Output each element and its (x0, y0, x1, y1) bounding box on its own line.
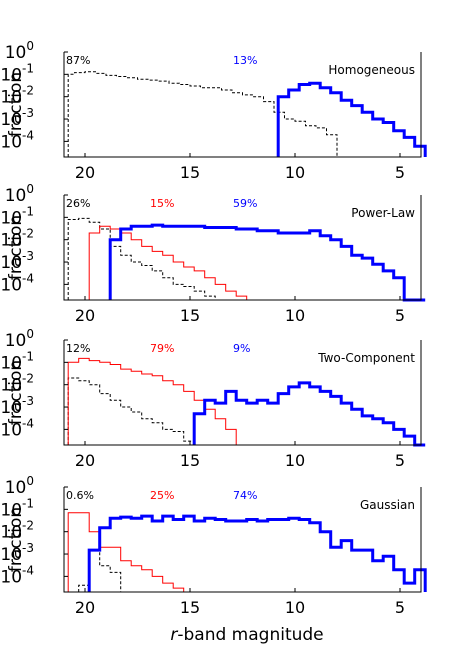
y-axis-label: fraction (6, 72, 26, 137)
y-tick-label: 10-1 (0, 204, 34, 228)
x-tick-label: 10 (285, 163, 305, 182)
fraction-annotation: 9% (233, 342, 250, 355)
x-tick-label: 15 (180, 163, 200, 182)
series-1-line (67, 71, 338, 157)
fraction-annotation: 12% (66, 342, 90, 355)
x-tick-label: 5 (395, 598, 405, 617)
fraction-annotation: 59% (233, 197, 257, 210)
series-2-line (276, 81, 427, 157)
fraction-annotation: 87% (66, 54, 90, 67)
fraction-annotation: 26% (66, 197, 90, 210)
series-2-line (88, 225, 248, 300)
x-tick-label: 20 (75, 306, 95, 325)
x-tick-label: 20 (75, 451, 95, 470)
y-tick-label: 10-1 (0, 61, 34, 85)
y-tick-label: 10-2 (0, 372, 34, 396)
x-tick-label: 10 (285, 306, 305, 325)
fraction-annotation: 13% (233, 54, 257, 67)
x-tick-label: 20 (75, 163, 95, 182)
y-tick-label: 10-2 (0, 227, 34, 251)
y-axis-label: fraction (6, 507, 26, 572)
fraction-annotation: 74% (233, 489, 257, 502)
y-tick-label: 10-1 (0, 349, 34, 373)
y-tick-label: 100 (5, 182, 34, 206)
y-tick-label: 100 (5, 327, 34, 351)
y-tick-label: 10-4 (0, 271, 34, 295)
y-tick-label: 10-1 (0, 496, 34, 520)
x-tick-label: 5 (395, 306, 405, 325)
x-tick-label: 5 (395, 163, 405, 182)
y-tick-label: 10-3 (0, 106, 34, 130)
series-1-line (67, 217, 216, 300)
series-1-line (78, 549, 122, 592)
axes-frame (63, 195, 422, 301)
y-axis-label: fraction (6, 360, 26, 425)
fraction-annotation: 25% (150, 489, 174, 502)
y-tick-label: 10-4 (0, 128, 34, 152)
y-tick-label: 10-3 (0, 249, 34, 273)
axes-frame (63, 340, 422, 446)
y-tick-label: 10-2 (0, 84, 34, 108)
x-tick-label: 20 (75, 598, 95, 617)
x-axis-label: r-band magnitude (170, 625, 323, 645)
fraction-annotation: 79% (150, 342, 174, 355)
series-3-line (108, 223, 426, 302)
y-tick-label: 100 (5, 474, 34, 498)
series-1-line (67, 377, 195, 445)
series-2-line (67, 357, 237, 445)
series-3-line (192, 381, 426, 447)
y-tick-label: 10-4 (0, 416, 34, 440)
axes-frame (63, 487, 422, 593)
fraction-annotation: 0.6% (66, 489, 94, 502)
y-tick-label: 10-3 (0, 541, 34, 565)
panel-title: Power-Law (351, 206, 415, 220)
panel-title: Gaussian (360, 498, 415, 512)
y-tick-label: 10-4 (0, 563, 34, 587)
axes-frame (63, 52, 422, 158)
y-tick-label: 10-2 (0, 519, 34, 543)
x-tick-label: 5 (395, 451, 405, 470)
x-tick-label: 15 (180, 451, 200, 470)
series-2-line (67, 512, 195, 593)
panel-title: Homogeneous (328, 63, 415, 77)
y-axis-label: fraction (6, 215, 26, 280)
x-tick-label: 10 (285, 451, 305, 470)
y-tick-label: 10-3 (0, 394, 34, 418)
fraction-annotation: 15% (150, 197, 174, 210)
x-tick-label: 10 (285, 598, 305, 617)
x-tick-label: 15 (180, 598, 200, 617)
x-tick-label: 15 (180, 306, 200, 325)
panel-title: Two-Component (317, 351, 415, 365)
y-tick-label: 100 (5, 39, 34, 63)
series-3-line (87, 514, 427, 592)
